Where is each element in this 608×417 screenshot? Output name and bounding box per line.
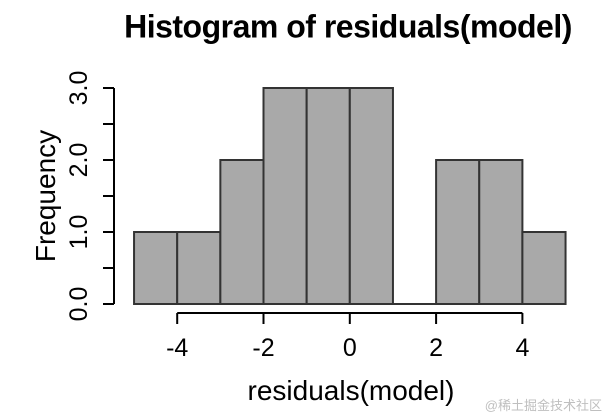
x-tick-label: 0	[343, 334, 357, 362]
histogram-bar	[435, 159, 481, 305]
histogram-bar	[478, 159, 524, 305]
histogram-bar	[133, 231, 179, 305]
histogram-bar	[176, 231, 222, 305]
x-tick-label: -4	[166, 334, 188, 362]
histogram-bar	[305, 87, 351, 305]
histogram-bar	[348, 87, 394, 305]
y-axis-label: Frequency	[30, 129, 61, 263]
watermark: @稀土掘金技术社区	[484, 398, 602, 413]
y-tick-label: 2.0	[65, 143, 93, 178]
x-tick-label: -2	[252, 334, 274, 362]
chart-title: Histogram of residuals(model)	[124, 8, 572, 45]
x-tick-label: 4	[515, 334, 529, 362]
y-tick-label: 0.0	[65, 287, 93, 322]
x-tick-label: 2	[429, 334, 443, 362]
histogram-bar	[521, 231, 567, 305]
y-tick-label: 3.0	[65, 71, 93, 106]
histogram-bar	[219, 159, 265, 305]
histogram-bar	[262, 87, 308, 305]
y-tick-label: 1.0	[65, 215, 93, 250]
x-axis-label: residuals(model)	[247, 375, 455, 406]
